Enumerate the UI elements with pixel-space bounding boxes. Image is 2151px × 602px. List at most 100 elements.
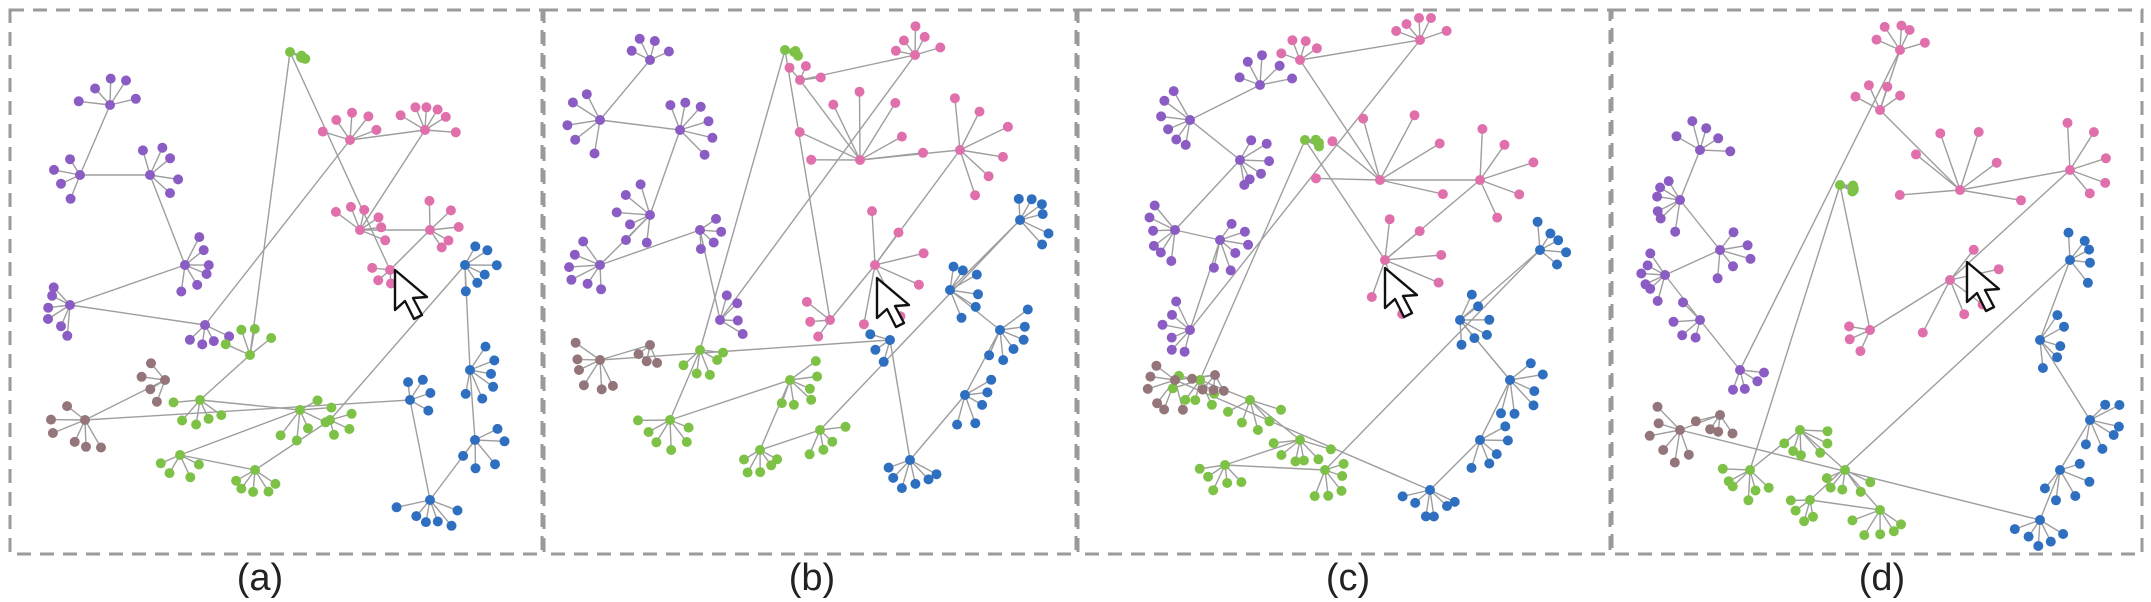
- graph-node: [1245, 395, 1255, 405]
- graph-edge: [1163, 100, 1191, 121]
- graph-node: [960, 390, 970, 400]
- graph-node: [2016, 195, 2026, 206]
- panel-frame: [1610, 8, 2144, 556]
- graph-node: [1879, 21, 1890, 32]
- graph-edge: [1899, 189, 1961, 196]
- panel-frame: [542, 8, 1078, 556]
- graph-node: [665, 415, 675, 425]
- graph-node: [1401, 19, 1412, 30]
- graph-node: [652, 357, 663, 368]
- graph-edge: [179, 409, 301, 456]
- graph-node: [2108, 430, 2119, 440]
- graph-edge: [52, 419, 86, 434]
- graph-node: [1239, 179, 1250, 190]
- graph-edge: [1879, 49, 1901, 111]
- graph-edge: [1509, 379, 1535, 406]
- graph-node: [2033, 541, 2044, 551]
- graph-node: [1148, 225, 1159, 236]
- graph-node: [801, 296, 812, 307]
- graph-node: [453, 222, 464, 232]
- graph-edge: [1154, 205, 1176, 231]
- graph-edge: [2059, 419, 2091, 471]
- graph-node: [2085, 415, 2095, 425]
- graph-node: [2113, 421, 2124, 432]
- graph-edge: [204, 139, 351, 326]
- graph-edge: [859, 135, 903, 161]
- graph-node: [224, 331, 235, 342]
- graph-node: [488, 381, 499, 392]
- graph-edge: [964, 394, 976, 424]
- graph-edge: [179, 454, 256, 471]
- graph-node: [825, 315, 835, 325]
- graph-node: [1973, 127, 1984, 137]
- graph-node: [919, 31, 930, 42]
- graph-node: [896, 483, 907, 494]
- graph-node: [1652, 191, 1663, 202]
- graph-edge: [1239, 143, 1268, 161]
- graph-edge: [1379, 142, 1441, 181]
- graph-node: [1008, 344, 1019, 354]
- graph-node: [795, 75, 805, 85]
- graph-node: [865, 329, 876, 340]
- panel-frame: [8, 8, 544, 556]
- graph-node: [1256, 168, 1266, 179]
- graph-node: [248, 486, 259, 497]
- graph-edge: [1379, 114, 1416, 181]
- graph-node: [2082, 277, 2093, 288]
- graph-node: [641, 237, 652, 248]
- graph-node: [1441, 25, 1452, 36]
- graph-node: [1553, 235, 1564, 246]
- graph-node: [737, 329, 748, 339]
- graph-node: [376, 222, 387, 233]
- graph-node: [867, 206, 877, 217]
- graph-node: [1799, 516, 1810, 527]
- panel-d: (d): [1610, 8, 2144, 599]
- graph-node: [90, 83, 101, 94]
- graph-node: [681, 437, 692, 447]
- edges-layer: [47, 51, 505, 527]
- graph-edge: [1224, 439, 1301, 466]
- graph-node: [1325, 444, 1336, 455]
- graph-node: [479, 269, 490, 280]
- graph-edge: [1509, 379, 1516, 414]
- graph-node: [146, 358, 156, 369]
- graph-node: [1203, 471, 1214, 482]
- graph-node: [1276, 48, 1287, 59]
- graph-node: [570, 134, 581, 145]
- graph-node: [2079, 235, 2090, 246]
- mouse-pointer-arrow-icon: [393, 268, 429, 321]
- graph-node: [194, 232, 205, 243]
- graph-node: [948, 261, 959, 272]
- graph-node: [56, 178, 66, 189]
- graph-node: [440, 111, 451, 122]
- graph-node: [1226, 218, 1237, 229]
- graph-node: [1875, 505, 1885, 515]
- graph-edge: [889, 339, 911, 461]
- graph-edge: [599, 344, 651, 361]
- graph-node: [2037, 363, 2048, 373]
- graph-node: [1313, 454, 1324, 465]
- graph-node: [1300, 36, 1311, 47]
- graph-edge: [949, 273, 978, 291]
- graph-node: [1197, 384, 1208, 395]
- graph-edge: [1479, 161, 1534, 181]
- graph-node: [43, 302, 54, 313]
- graph-node: [2009, 524, 2020, 535]
- graph-node: [1844, 334, 1855, 345]
- graph-node: [330, 206, 341, 217]
- graph-node: [1705, 424, 1716, 435]
- graph-node: [452, 505, 463, 516]
- graph-edge: [1189, 119, 1241, 161]
- graph-node: [1442, 501, 1452, 511]
- graph-edge: [572, 101, 601, 121]
- graph-node: [1855, 486, 1866, 497]
- graph-node: [395, 110, 406, 121]
- graph-node: [465, 365, 475, 375]
- graph-node: [176, 286, 187, 297]
- graph-node: [105, 73, 116, 84]
- graph-node: [1037, 239, 1048, 250]
- graph-node: [245, 350, 255, 360]
- graph-node: [477, 393, 488, 404]
- graph-node: [1492, 212, 1503, 223]
- graph-node: [1636, 268, 1647, 279]
